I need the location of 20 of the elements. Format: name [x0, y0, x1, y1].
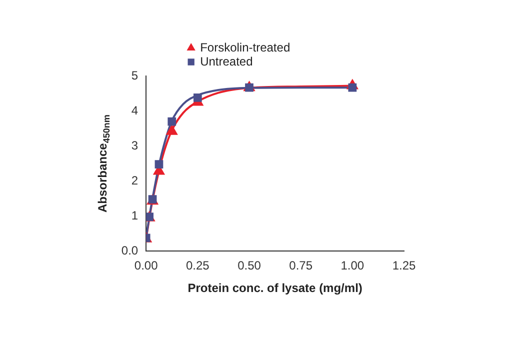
x-axis-title: Protein conc. of lysate (mg/ml) — [188, 281, 362, 296]
point — [168, 117, 176, 126]
legend-label: Forskolin-treated — [200, 40, 290, 54]
legend-label: Untreated — [200, 54, 253, 68]
y-tick-label: 2 — [131, 173, 138, 188]
y-tick-label: 5 — [131, 68, 138, 82]
y-tick-label: 4 — [131, 103, 138, 118]
y-tick-label: 3 — [131, 138, 138, 152]
y-tick-label: 1 — [131, 208, 138, 222]
y-tick-label: 0.0 — [121, 244, 138, 258]
x-tick-label: 0.25 — [186, 258, 210, 273]
point — [154, 160, 164, 168]
x-tick-label: 1.25 — [392, 258, 416, 273]
point — [166, 125, 178, 135]
y-axis-title: Absorbance450nm — [95, 114, 112, 213]
x-tick-label: 1.00 — [340, 258, 364, 273]
x-tick-label: 0.00 — [134, 258, 158, 273]
x-tick-label: 0.75 — [289, 258, 313, 273]
x-tick-label: 0.50 — [238, 258, 262, 273]
point — [193, 94, 202, 102]
